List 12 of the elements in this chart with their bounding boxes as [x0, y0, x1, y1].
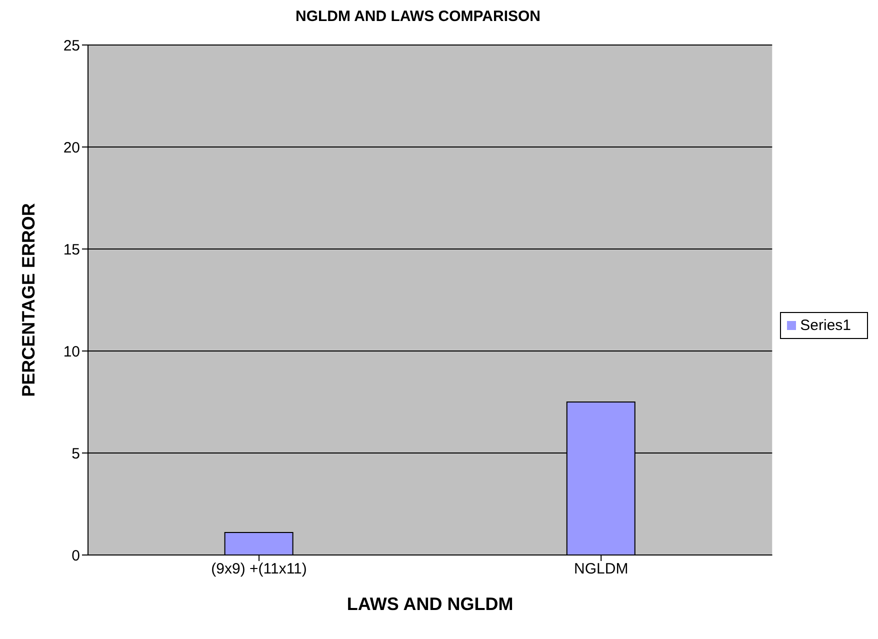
y-tick-label: 10: [63, 343, 80, 360]
y-tick-label: 5: [72, 445, 80, 462]
y-tick-label: 20: [63, 139, 80, 156]
y-axis-title: PERCENTAGE ERROR: [18, 203, 38, 397]
x-axis-title: LAWS AND NGLDM: [346, 594, 514, 614]
x-tick-label: (9x9) +(11x11): [211, 560, 307, 578]
y-tick-label: 15: [63, 241, 80, 258]
y-tick-label: 25: [63, 37, 80, 54]
x-tick-label: NGLDM: [574, 560, 628, 578]
legend-label: Series1: [800, 316, 851, 334]
chart-title: NGLDM AND LAWS COMPARISON: [294, 8, 542, 25]
y-tick-label: 0: [72, 547, 80, 564]
